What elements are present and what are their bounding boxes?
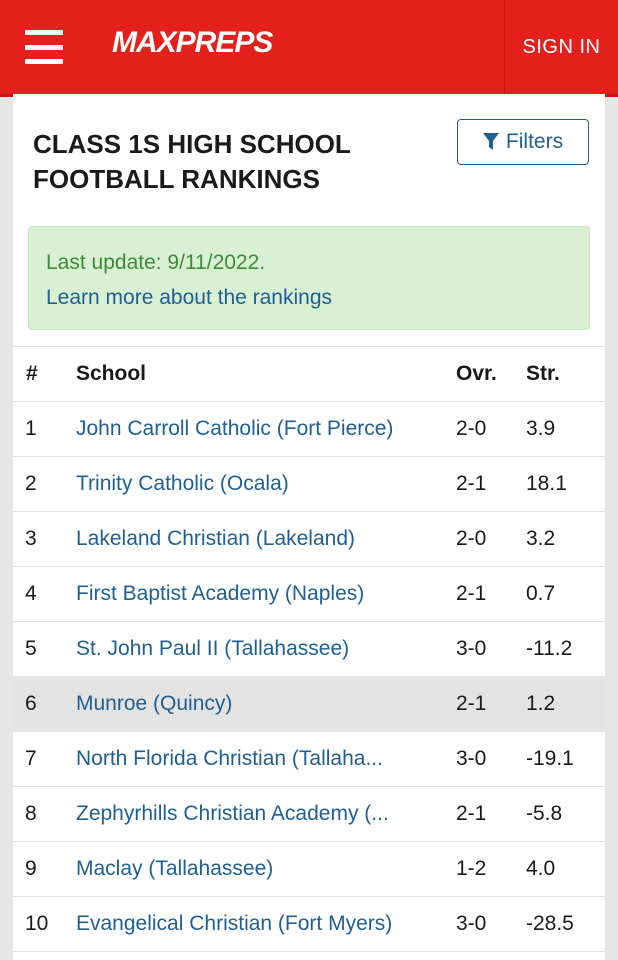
- row-school-link[interactable]: Lakeland Christian (Lakeland): [71, 511, 451, 567]
- table-row: 5 St. John Paul II (Tallahassee) 3-0 -11…: [13, 621, 605, 677]
- table-row: 4 First Baptist Academy (Naples) 2-1 0.7: [13, 566, 605, 622]
- row-school-link[interactable]: Munroe (Quincy): [71, 676, 451, 732]
- row-overall-record: 3-0: [451, 896, 510, 952]
- row-overall-record: 2-0: [451, 401, 510, 457]
- row-rank: 5: [13, 621, 71, 677]
- row-overall-record: 3-0: [451, 731, 510, 787]
- row-strength: 18.1: [510, 456, 605, 512]
- learn-more-link[interactable]: Learn more about the rankings: [46, 286, 333, 309]
- table-row: 9 Maclay (Tallahassee) 1-2 4.0: [13, 841, 605, 897]
- last-update-text: Last update: 9/11/2022.: [46, 251, 266, 274]
- row-overall-record: 2-1: [451, 676, 510, 732]
- table-row-highlighted: 6 Munroe (Quincy) 2-1 1.2: [13, 676, 605, 732]
- filters-button[interactable]: Filters: [457, 119, 589, 165]
- site-header: MAXPREPS SIGN IN: [0, 0, 618, 97]
- table-row: 2 Trinity Catholic (Ocala) 2-1 18.1: [13, 456, 605, 512]
- row-rank: 1: [13, 401, 71, 457]
- row-strength: 3.9: [510, 401, 605, 457]
- row-rank: 2: [13, 456, 71, 512]
- row-strength: 1.2: [510, 676, 605, 732]
- table-row: 10 Evangelical Christian (Fort Myers) 3-…: [13, 896, 605, 952]
- row-rank: 9: [13, 841, 71, 897]
- row-strength: 0.7: [510, 566, 605, 622]
- row-strength: -28.5: [510, 896, 605, 952]
- row-rank: 6: [13, 676, 71, 732]
- col-header-overall[interactable]: Ovr.: [451, 346, 510, 402]
- row-strength: 4.0: [510, 841, 605, 897]
- row-overall-record: 3-0: [451, 621, 510, 677]
- row-rank: 8: [13, 786, 71, 842]
- filter-funnel-icon: [482, 133, 499, 150]
- hamburger-menu-icon[interactable]: [25, 30, 63, 64]
- page-title: CLASS 1S HIGH SCHOOL FOOTBALL RANKINGS: [33, 129, 351, 195]
- row-overall-record: 1-2: [451, 841, 510, 897]
- row-rank: 7: [13, 731, 71, 787]
- row-school-link[interactable]: Trinity Catholic (Ocala): [71, 456, 451, 512]
- col-header-strength[interactable]: Str.: [510, 346, 605, 402]
- row-school-link[interactable]: First Baptist Academy (Naples): [71, 566, 451, 622]
- row-overall-record: 2-1: [451, 566, 510, 622]
- col-header-rank[interactable]: #: [13, 346, 71, 402]
- row-strength: -19.1: [510, 731, 605, 787]
- table-row: 1 John Carroll Catholic (Fort Pierce) 2-…: [13, 401, 605, 457]
- update-notice: Last update: 9/11/2022. Learn more about…: [28, 226, 590, 330]
- row-overall-record: 2-1: [451, 456, 510, 512]
- header-divider: [504, 0, 505, 94]
- sign-in-button[interactable]: SIGN IN: [522, 35, 601, 58]
- rankings-table: # School Ovr. Str. 1 John Carroll Cathol…: [13, 346, 605, 952]
- rankings-page: CLASS 1S HIGH SCHOOL FOOTBALL RANKINGS F…: [13, 94, 605, 960]
- row-school-link[interactable]: John Carroll Catholic (Fort Pierce): [71, 401, 451, 457]
- row-school-link[interactable]: Maclay (Tallahassee): [71, 841, 451, 897]
- row-strength: 3.2: [510, 511, 605, 567]
- row-overall-record: 2-0: [451, 511, 510, 567]
- row-overall-record: 2-1: [451, 786, 510, 842]
- col-header-school[interactable]: School: [71, 346, 451, 402]
- row-school-link[interactable]: Zephyrhills Christian Academy (...: [71, 786, 451, 842]
- row-rank: 3: [13, 511, 71, 567]
- maxpreps-logo[interactable]: MAXPREPS: [112, 22, 302, 78]
- table-header-row: # School Ovr. Str.: [13, 346, 605, 402]
- row-rank: 4: [13, 566, 71, 622]
- row-strength: -5.8: [510, 786, 605, 842]
- row-strength: -11.2: [510, 621, 605, 677]
- row-school-link[interactable]: North Florida Christian (Tallaha...: [71, 731, 451, 787]
- row-school-link[interactable]: Evangelical Christian (Fort Myers): [71, 896, 451, 952]
- table-row: 8 Zephyrhills Christian Academy (... 2-1…: [13, 786, 605, 842]
- table-row: 7 North Florida Christian (Tallaha... 3-…: [13, 731, 605, 787]
- logo-text: MAXPREPS: [112, 26, 273, 59]
- row-school-link[interactable]: St. John Paul II (Tallahassee): [71, 621, 451, 677]
- table-row: 3 Lakeland Christian (Lakeland) 2-0 3.2: [13, 511, 605, 567]
- row-rank: 10: [13, 896, 71, 952]
- filters-label: Filters: [505, 130, 564, 153]
